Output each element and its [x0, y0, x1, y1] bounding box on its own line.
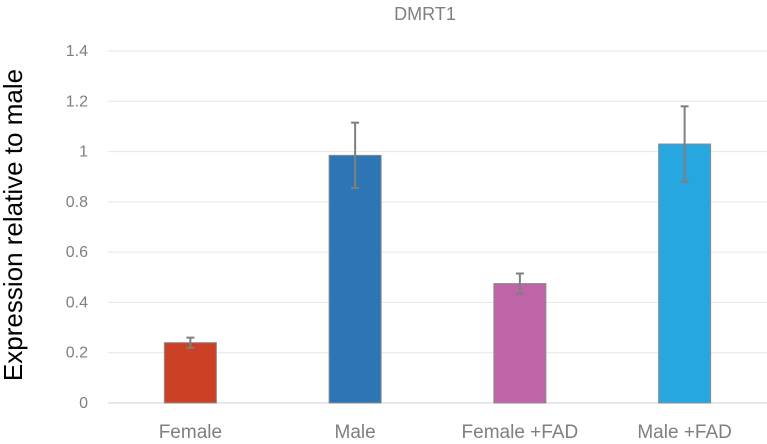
- y-axis-label: Expression relative to male: [0, 69, 28, 381]
- error-bars: [186, 105, 689, 349]
- y-tick-label: 1.2: [66, 93, 88, 110]
- y-tick-label: 0.8: [66, 194, 88, 211]
- x-category-label: Female +FAD: [462, 422, 579, 443]
- y-tick-label: 0: [79, 395, 88, 412]
- chart-title: DMRT1: [394, 4, 456, 24]
- error-bar: [680, 105, 689, 183]
- bar-female: [163, 342, 217, 404]
- x-axis-categories: Female Male Female +FAD Male +FAD: [159, 422, 732, 443]
- error-bar: [351, 121, 360, 190]
- y-tick-label: 1: [79, 144, 88, 161]
- x-category-label: Female: [159, 422, 222, 443]
- bar-male-fad: [658, 143, 712, 404]
- bar-male: [328, 154, 382, 404]
- y-tick-label: 0.4: [66, 294, 88, 311]
- y-tick-label: 0.2: [66, 345, 88, 362]
- x-category-label: Male +FAD: [637, 422, 732, 443]
- bar-female-fad: [493, 283, 547, 404]
- y-tick-label: 1.4: [66, 43, 88, 60]
- x-category-label: Male: [335, 422, 376, 443]
- error-bar: [515, 272, 524, 295]
- gridlines: [108, 50, 767, 404]
- error-bar: [186, 336, 195, 349]
- bars: [163, 143, 712, 404]
- y-tick-label: 0.6: [66, 244, 88, 261]
- y-axis-ticks: 0 0.2 0.4 0.6 0.8 1 1.2 1.4: [66, 43, 88, 412]
